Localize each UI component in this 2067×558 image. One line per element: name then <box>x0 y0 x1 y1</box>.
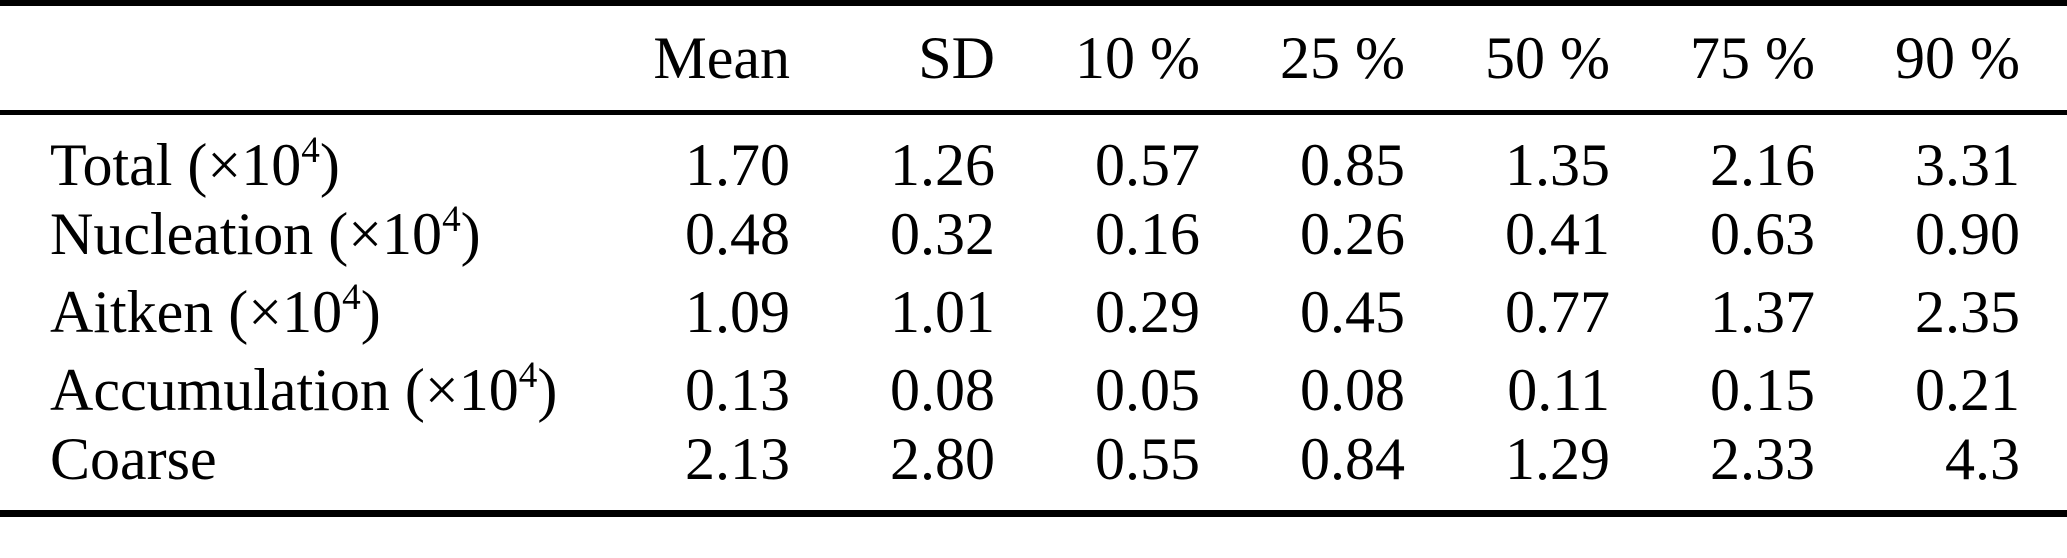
value-cell: 0.11 <box>1507 356 1610 423</box>
column-header: Mean <box>585 3 790 115</box>
table-row: Accumulation (×104) 0.13 0.08 0.05 0.08 0.11 0… <box>0 351 2067 429</box>
table-body: Total (×104) 1.70 1.26 0.57 0.85 1.35 2.16 3.31… <box>0 112 2067 513</box>
row-label-close: ) <box>537 356 558 423</box>
value-cell: 1.26 <box>890 131 995 198</box>
column-header: SD <box>790 3 995 115</box>
row-label: Accumulation (×104) <box>0 351 585 429</box>
value-cell: 0.21 <box>1915 356 2020 423</box>
row-label-text: Coarse <box>50 425 217 492</box>
row-label-close: ) <box>360 278 381 345</box>
row-label: Aitken (×104) <box>0 273 585 351</box>
value-cell: 1.29 <box>1505 425 1610 492</box>
table-row: Nucleation (×104) 0.48 0.32 0.16 0.26 0.41 0.6… <box>0 195 2067 273</box>
value-cell: 1.37 <box>1710 278 1815 345</box>
value-cell: 0.63 <box>1710 200 1815 267</box>
row-label: Coarse <box>0 429 585 514</box>
value-cell: 2.16 <box>1710 131 1815 198</box>
value-cell: 2.80 <box>890 425 995 492</box>
value-cell: 2.33 <box>1710 425 1815 492</box>
corner-header-cell <box>0 3 585 115</box>
column-header: 50 % <box>1405 3 1610 115</box>
value-cell: 2.35 <box>1915 278 2020 345</box>
table-row: Coarse 2.13 2.80 0.55 0.84 1.29 2.33 4.3 <box>0 429 2067 514</box>
value-cell: 0.84 <box>1300 425 1405 492</box>
value-cell: 0.41 <box>1505 200 1610 267</box>
value-cell: 4.3 <box>1945 425 2020 492</box>
header-row: Mean SD 10 % 25 % 50 % 75 % 90 % <box>0 3 2067 115</box>
row-label-text: Accumulation (×10 <box>50 356 519 423</box>
row-label: Total (×104) <box>0 112 585 198</box>
value-cell: 1.09 <box>685 278 790 345</box>
value-cell: 0.13 <box>685 356 790 423</box>
table-head: Mean SD 10 % 25 % 50 % 75 % 90 % <box>0 3 2067 115</box>
row-label-exponent: 4 <box>342 276 361 318</box>
row-label-text: Aitken (×10 <box>50 278 343 345</box>
value-cell: 0.57 <box>1095 131 1200 198</box>
table-row: Aitken (×104) 1.09 1.01 0.29 0.45 0.77 1.37 2.3… <box>0 273 2067 351</box>
row-label-close: ) <box>319 131 340 198</box>
value-cell: 1.70 <box>685 131 790 198</box>
row-label-close: ) <box>460 200 481 267</box>
value-cell: 3.31 <box>1915 131 2020 198</box>
value-cell: 0.45 <box>1300 278 1405 345</box>
row-label-text: Nucleation (×10 <box>50 200 443 267</box>
row-label-exponent: 4 <box>301 129 320 171</box>
column-header: 10 % <box>995 3 1200 115</box>
row-label-exponent: 4 <box>518 354 538 396</box>
value-cell: 1.35 <box>1505 131 1610 198</box>
value-cell: 0.90 <box>1915 200 2020 267</box>
value-cell: 0.08 <box>1300 356 1405 423</box>
value-cell: 0.08 <box>890 356 995 423</box>
value-cell: 0.16 <box>1095 200 1200 267</box>
value-cell: 0.05 <box>1095 356 1200 423</box>
percentile-statistics-table: Mean SD 10 % 25 % 50 % 75 % 90 % Total (×104) 1… <box>0 0 2067 517</box>
column-header: 90 % <box>1815 3 2067 115</box>
value-cell: 0.48 <box>685 200 790 267</box>
value-cell: 0.32 <box>890 200 995 267</box>
table-row: Total (×104) 1.70 1.26 0.57 0.85 1.35 2.16 3.31 <box>0 112 2067 198</box>
column-header: 75 % <box>1610 3 1815 115</box>
value-cell: 0.55 <box>1095 425 1200 492</box>
row-label-exponent: 4 <box>442 198 461 240</box>
value-cell: 0.29 <box>1095 278 1200 345</box>
column-header: 25 % <box>1200 3 1405 115</box>
value-cell: 0.26 <box>1300 200 1405 267</box>
row-label-text: Total (×10 <box>50 131 302 198</box>
value-cell: 0.85 <box>1300 131 1405 198</box>
value-cell: 0.15 <box>1710 356 1815 423</box>
value-cell: 1.01 <box>890 278 995 345</box>
row-label: Nucleation (×104) <box>0 195 585 273</box>
value-cell: 2.13 <box>685 425 790 492</box>
value-cell: 0.77 <box>1505 278 1610 345</box>
